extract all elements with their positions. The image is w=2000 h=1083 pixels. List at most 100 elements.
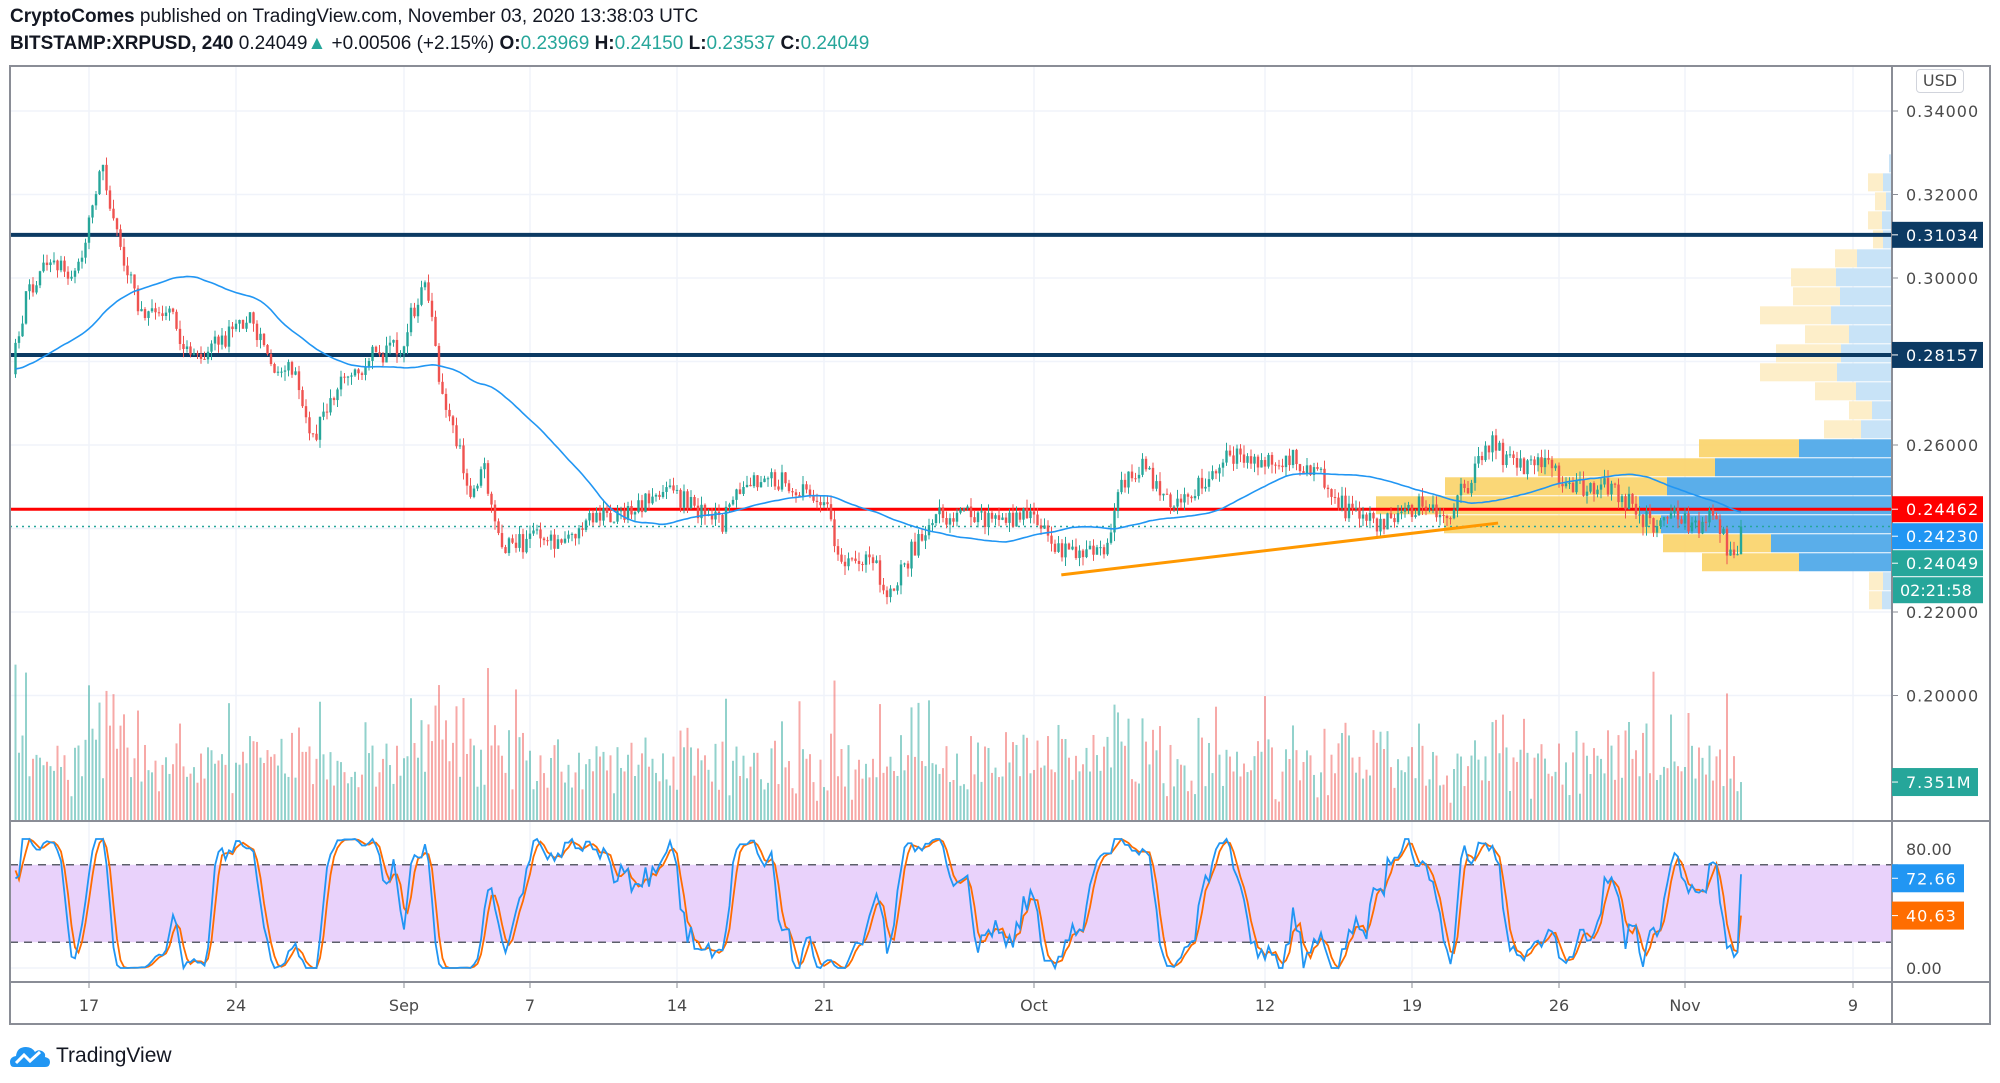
candle-body — [836, 546, 840, 555]
candle — [920, 529, 924, 542]
volume-bar — [938, 773, 941, 821]
candle-body — [129, 274, 133, 276]
candle — [1655, 519, 1659, 538]
candle — [1533, 456, 1536, 475]
candle — [1291, 449, 1295, 469]
candle-body — [644, 493, 647, 513]
candle — [1123, 473, 1127, 493]
volume-bar — [1404, 772, 1406, 821]
horizontal-lines[interactable] — [10, 232, 1892, 528]
time-tick-label[interactable]: 12 — [1255, 996, 1275, 1015]
time-tick-label[interactable]: 14 — [667, 996, 687, 1015]
candle-body — [605, 508, 609, 513]
volume-bar — [1033, 769, 1035, 821]
volume-bar — [1698, 747, 1700, 821]
session-profile-up — [1661, 515, 1892, 534]
volume-bar — [263, 763, 265, 821]
candle-body — [1564, 483, 1568, 487]
volume-bar — [1512, 757, 1515, 821]
candle — [399, 350, 402, 358]
candle-body — [801, 484, 805, 497]
volume-bar — [427, 724, 430, 821]
candle-body — [1095, 547, 1099, 555]
candle — [1015, 506, 1018, 527]
volume-bar — [1680, 771, 1683, 821]
candle — [1470, 479, 1473, 497]
volume-bar — [238, 764, 241, 821]
volume-bar — [973, 774, 976, 821]
candle-body — [868, 554, 871, 558]
time-tick-label[interactable]: Nov — [1669, 996, 1700, 1015]
candle-body — [182, 343, 185, 350]
volume-bar — [186, 776, 188, 821]
candle-body — [1666, 517, 1669, 519]
candle-body — [1333, 496, 1337, 498]
trendline[interactable] — [1061, 521, 1499, 577]
candle — [343, 373, 346, 384]
candle — [493, 500, 497, 530]
symbol-legend: BITSTAMP:XRPUSD, 240 0.24049▲ +0.00506 (… — [10, 33, 869, 55]
candle-body — [763, 478, 766, 483]
volume-bar — [536, 781, 538, 821]
candle-body — [385, 345, 388, 363]
candle-body — [815, 500, 819, 502]
candle-body — [784, 472, 787, 484]
candle-body — [1214, 471, 1218, 474]
candle — [1543, 449, 1547, 475]
candle — [672, 477, 675, 494]
volume-bar — [984, 746, 986, 821]
candle — [483, 457, 486, 479]
symbol-name[interactable]: BITSTAMP:XRPUSD, 240 — [10, 33, 234, 54]
candle-body — [1648, 511, 1652, 519]
time-tick-label[interactable]: 21 — [814, 996, 834, 1015]
volume-bar — [172, 764, 174, 821]
candle-body — [1421, 496, 1424, 507]
candle — [504, 544, 507, 554]
time-tick-label[interactable]: Oct — [1020, 996, 1048, 1015]
volume-bar — [1418, 723, 1420, 821]
tradingview-logo[interactable]: TradingView — [10, 1043, 172, 1069]
volume-bar — [1670, 714, 1672, 821]
line-price-label: 0.24462 — [1906, 500, 1979, 519]
volume-bar — [102, 778, 104, 821]
time-tick-label[interactable]: 9 — [1848, 996, 1858, 1015]
candle — [17, 331, 21, 349]
volume-profile-down — [1873, 230, 1883, 249]
candle — [1078, 545, 1081, 567]
candle-body — [682, 491, 686, 508]
candle — [262, 333, 266, 347]
author-name[interactable]: CryptoComes — [10, 6, 135, 27]
time-tick-label[interactable]: 19 — [1402, 996, 1422, 1015]
candle — [1302, 466, 1305, 474]
candle-body — [1403, 508, 1407, 512]
volume-bar — [606, 770, 608, 821]
volume-bar — [585, 764, 587, 821]
currency-button[interactable]: USD — [1916, 69, 1964, 93]
volume-bar — [501, 755, 503, 821]
volume-bar — [1215, 706, 1217, 821]
volume-bar — [1607, 730, 1609, 821]
candle-body — [245, 322, 248, 329]
candle — [542, 536, 546, 546]
candle — [56, 259, 59, 278]
candle-body — [1571, 482, 1575, 493]
candle-body — [490, 493, 493, 505]
candle — [1218, 464, 1221, 482]
time-tick-label[interactable]: 26 — [1549, 996, 1569, 1015]
time-tick-label[interactable]: 7 — [525, 996, 535, 1015]
candle — [112, 199, 115, 221]
volume-bar — [333, 785, 335, 821]
time-tick-label[interactable]: 24 — [226, 996, 246, 1015]
time-tick-label[interactable]: 17 — [79, 996, 99, 1015]
volume-bar — [214, 763, 216, 821]
volume-bar — [84, 739, 87, 821]
candle-body — [777, 486, 780, 490]
time-tick-label[interactable]: Sep — [389, 996, 419, 1015]
volume-bar — [109, 725, 111, 821]
candle-body — [1487, 445, 1491, 453]
candle-body — [1102, 547, 1106, 555]
candle — [1022, 507, 1025, 526]
candle-body — [1256, 456, 1260, 468]
candle — [553, 528, 556, 558]
